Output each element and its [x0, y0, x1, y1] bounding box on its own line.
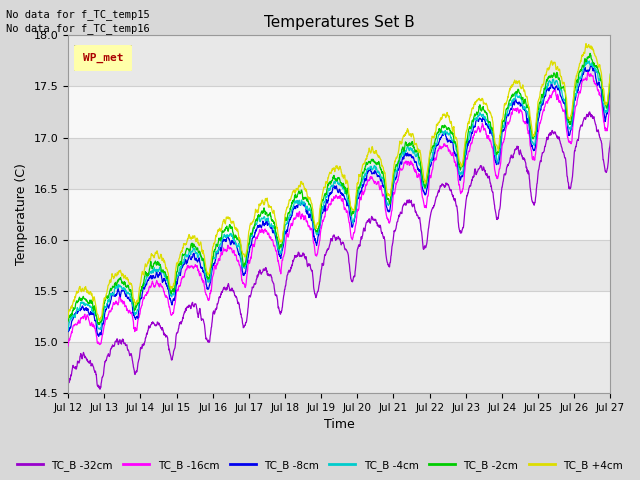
Text: No data for f_TC_temp15: No data for f_TC_temp15 [6, 9, 150, 20]
Bar [68, 240, 611, 291]
Bar [68, 138, 611, 189]
Legend: TC_B -32cm, TC_B -16cm, TC_B -8cm, TC_B -4cm, TC_B -2cm, TC_B +4cm: TC_B -32cm, TC_B -16cm, TC_B -8cm, TC_B … [13, 456, 627, 475]
Text: WP_met: WP_met [83, 53, 124, 63]
Text: No data for f_TC_temp16: No data for f_TC_temp16 [6, 23, 150, 34]
Bar [68, 36, 611, 86]
Title: Temperatures Set B: Temperatures Set B [264, 15, 415, 30]
Y-axis label: Temperature (C): Temperature (C) [15, 163, 28, 265]
FancyBboxPatch shape [73, 44, 134, 72]
Bar [68, 86, 611, 138]
Bar [68, 189, 611, 240]
X-axis label: Time: Time [324, 419, 355, 432]
Bar [68, 342, 611, 393]
Bar [68, 291, 611, 342]
